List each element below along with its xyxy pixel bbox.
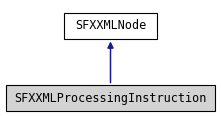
Bar <box>64 13 157 39</box>
Text: SFXXMLNode: SFXXMLNode <box>75 19 146 32</box>
Text: SFXXMLProcessingInstruction: SFXXMLProcessingInstruction <box>14 92 207 105</box>
Bar <box>6 85 215 111</box>
